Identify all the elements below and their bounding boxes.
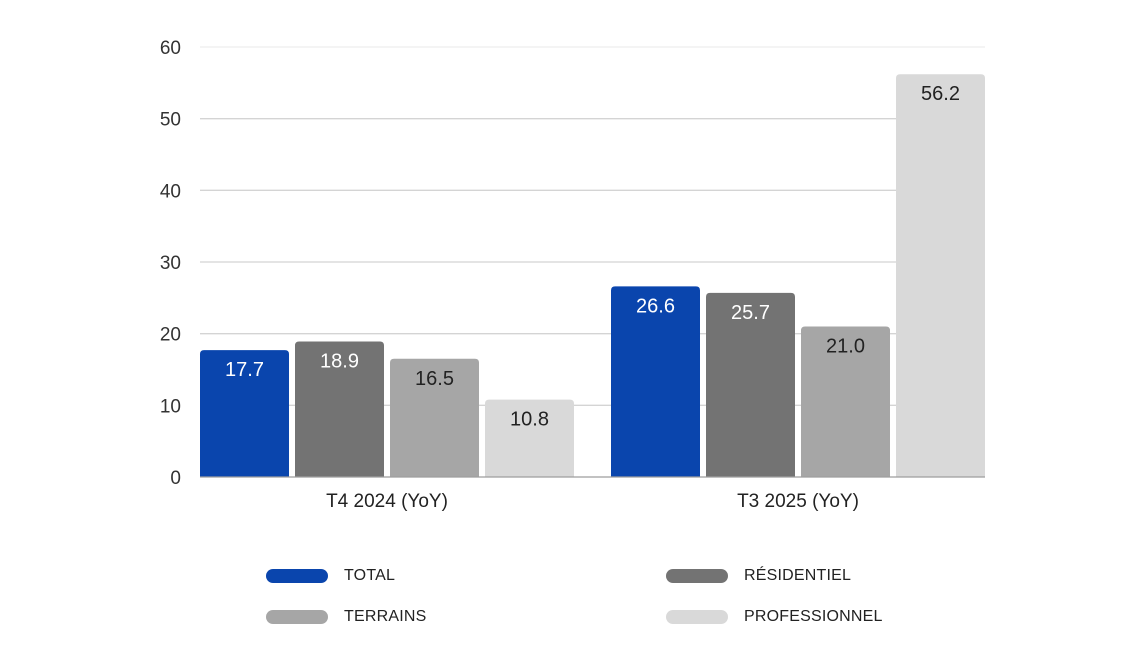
data-labels: 17.7 18.9 16.5 10.8 26.6 25.7 21.0 56.2	[225, 83, 960, 430]
legend-item-residentiel: RÉSIDENTIEL	[666, 567, 851, 585]
legend-swatch-total	[266, 569, 328, 583]
y-axis-ticks: 0 10 20 30 40 50 60	[160, 38, 181, 489]
y-tick-label: 20	[160, 325, 181, 346]
y-tick-label: 30	[160, 253, 181, 274]
data-label: 17.7	[225, 359, 264, 381]
y-tick-label: 40	[160, 181, 181, 202]
legend-swatch-professionnel	[666, 610, 728, 624]
bar-chart: 0 10 20 30 40 50 60 17.7 18.9 16.5 10.8 26.6 25.7 21…	[160, 38, 985, 512]
data-label: 18.9	[320, 351, 359, 373]
data-label: 56.2	[921, 83, 960, 105]
legend-item-professionnel: PROFESSIONNEL	[666, 608, 883, 626]
legend: TOTAL RÉSIDENTIEL TERRAINS PROFESSIONNEL	[0, 530, 1143, 652]
bar-résidentiel-1	[706, 292, 795, 477]
x-category-label: T4 2024 (YoY)	[326, 491, 448, 512]
legend-swatch-residentiel	[666, 569, 728, 583]
data-label: 21.0	[826, 336, 865, 358]
x-category-label: T3 2025 (YoY)	[737, 491, 859, 512]
y-tick-label: 10	[160, 396, 181, 417]
bar-terrains-0	[390, 358, 479, 477]
y-tick-label: 50	[160, 110, 181, 131]
bar-total-0	[200, 350, 289, 477]
bar-professionnel-0	[485, 399, 574, 477]
x-axis-categories: T4 2024 (YoY) T3 2025 (YoY)	[326, 491, 859, 512]
legend-item-terrains: TERRAINS	[266, 608, 427, 626]
legend-label-residentiel: RÉSIDENTIEL	[744, 567, 852, 584]
legend-item-total: TOTAL	[266, 567, 395, 585]
bar-résidentiel-0	[295, 341, 384, 477]
data-label: 25.7	[731, 302, 770, 324]
bars	[200, 74, 985, 477]
bar-professionnel-1	[896, 74, 985, 477]
y-tick-label: 60	[160, 38, 181, 59]
bar-terrains-1	[801, 326, 890, 477]
legend-swatch-terrains	[266, 610, 328, 624]
bar-total-1	[611, 286, 700, 477]
data-label: 10.8	[510, 409, 549, 431]
data-label: 16.5	[415, 368, 454, 390]
data-label: 26.6	[636, 295, 675, 317]
y-tick-label: 0	[170, 468, 181, 489]
legend-label-terrains: TERRAINS	[344, 608, 427, 625]
legend-label-professionnel: PROFESSIONNEL	[744, 608, 883, 625]
legend-label-total: TOTAL	[344, 567, 396, 584]
